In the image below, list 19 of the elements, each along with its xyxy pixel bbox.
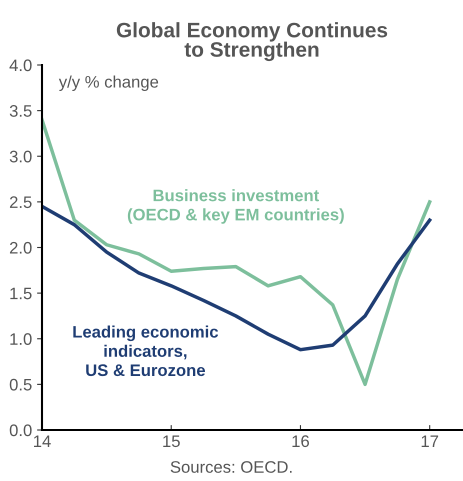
y-tick-label: 3.5 — [10, 105, 32, 117]
x-tick-label: 16 — [292, 435, 309, 448]
x-tick-label: 14 — [34, 435, 51, 447]
y-tick-label: 0.5 — [10, 378, 32, 391]
x-tick-label: 15 — [163, 435, 180, 448]
chart-title: Global Economy Continues to Strengthen — [116, 22, 388, 62]
y-tick-label: 3.0 — [10, 150, 32, 162]
y-tick-label: 2.0 — [10, 242, 32, 254]
x-tick-label: 17 — [422, 435, 438, 447]
annotation: y/y % change — [58, 75, 158, 92]
y-tick-label: 1.5 — [10, 288, 32, 300]
y-tick-label: 1.0 — [10, 333, 32, 345]
source-note: Sources: OECD. — [170, 461, 292, 473]
line-series — [42, 118, 432, 386]
y-tick-label: 0.0 — [10, 424, 32, 436]
y-tick-label: 2.5 — [10, 196, 32, 208]
series-label: Leading economic indicators, US & Eurozone — [73, 325, 218, 376]
series-label: Business investment (OECD & key EM countries) — [128, 189, 344, 224]
y-tick-label: 4.0 — [9, 59, 32, 72]
